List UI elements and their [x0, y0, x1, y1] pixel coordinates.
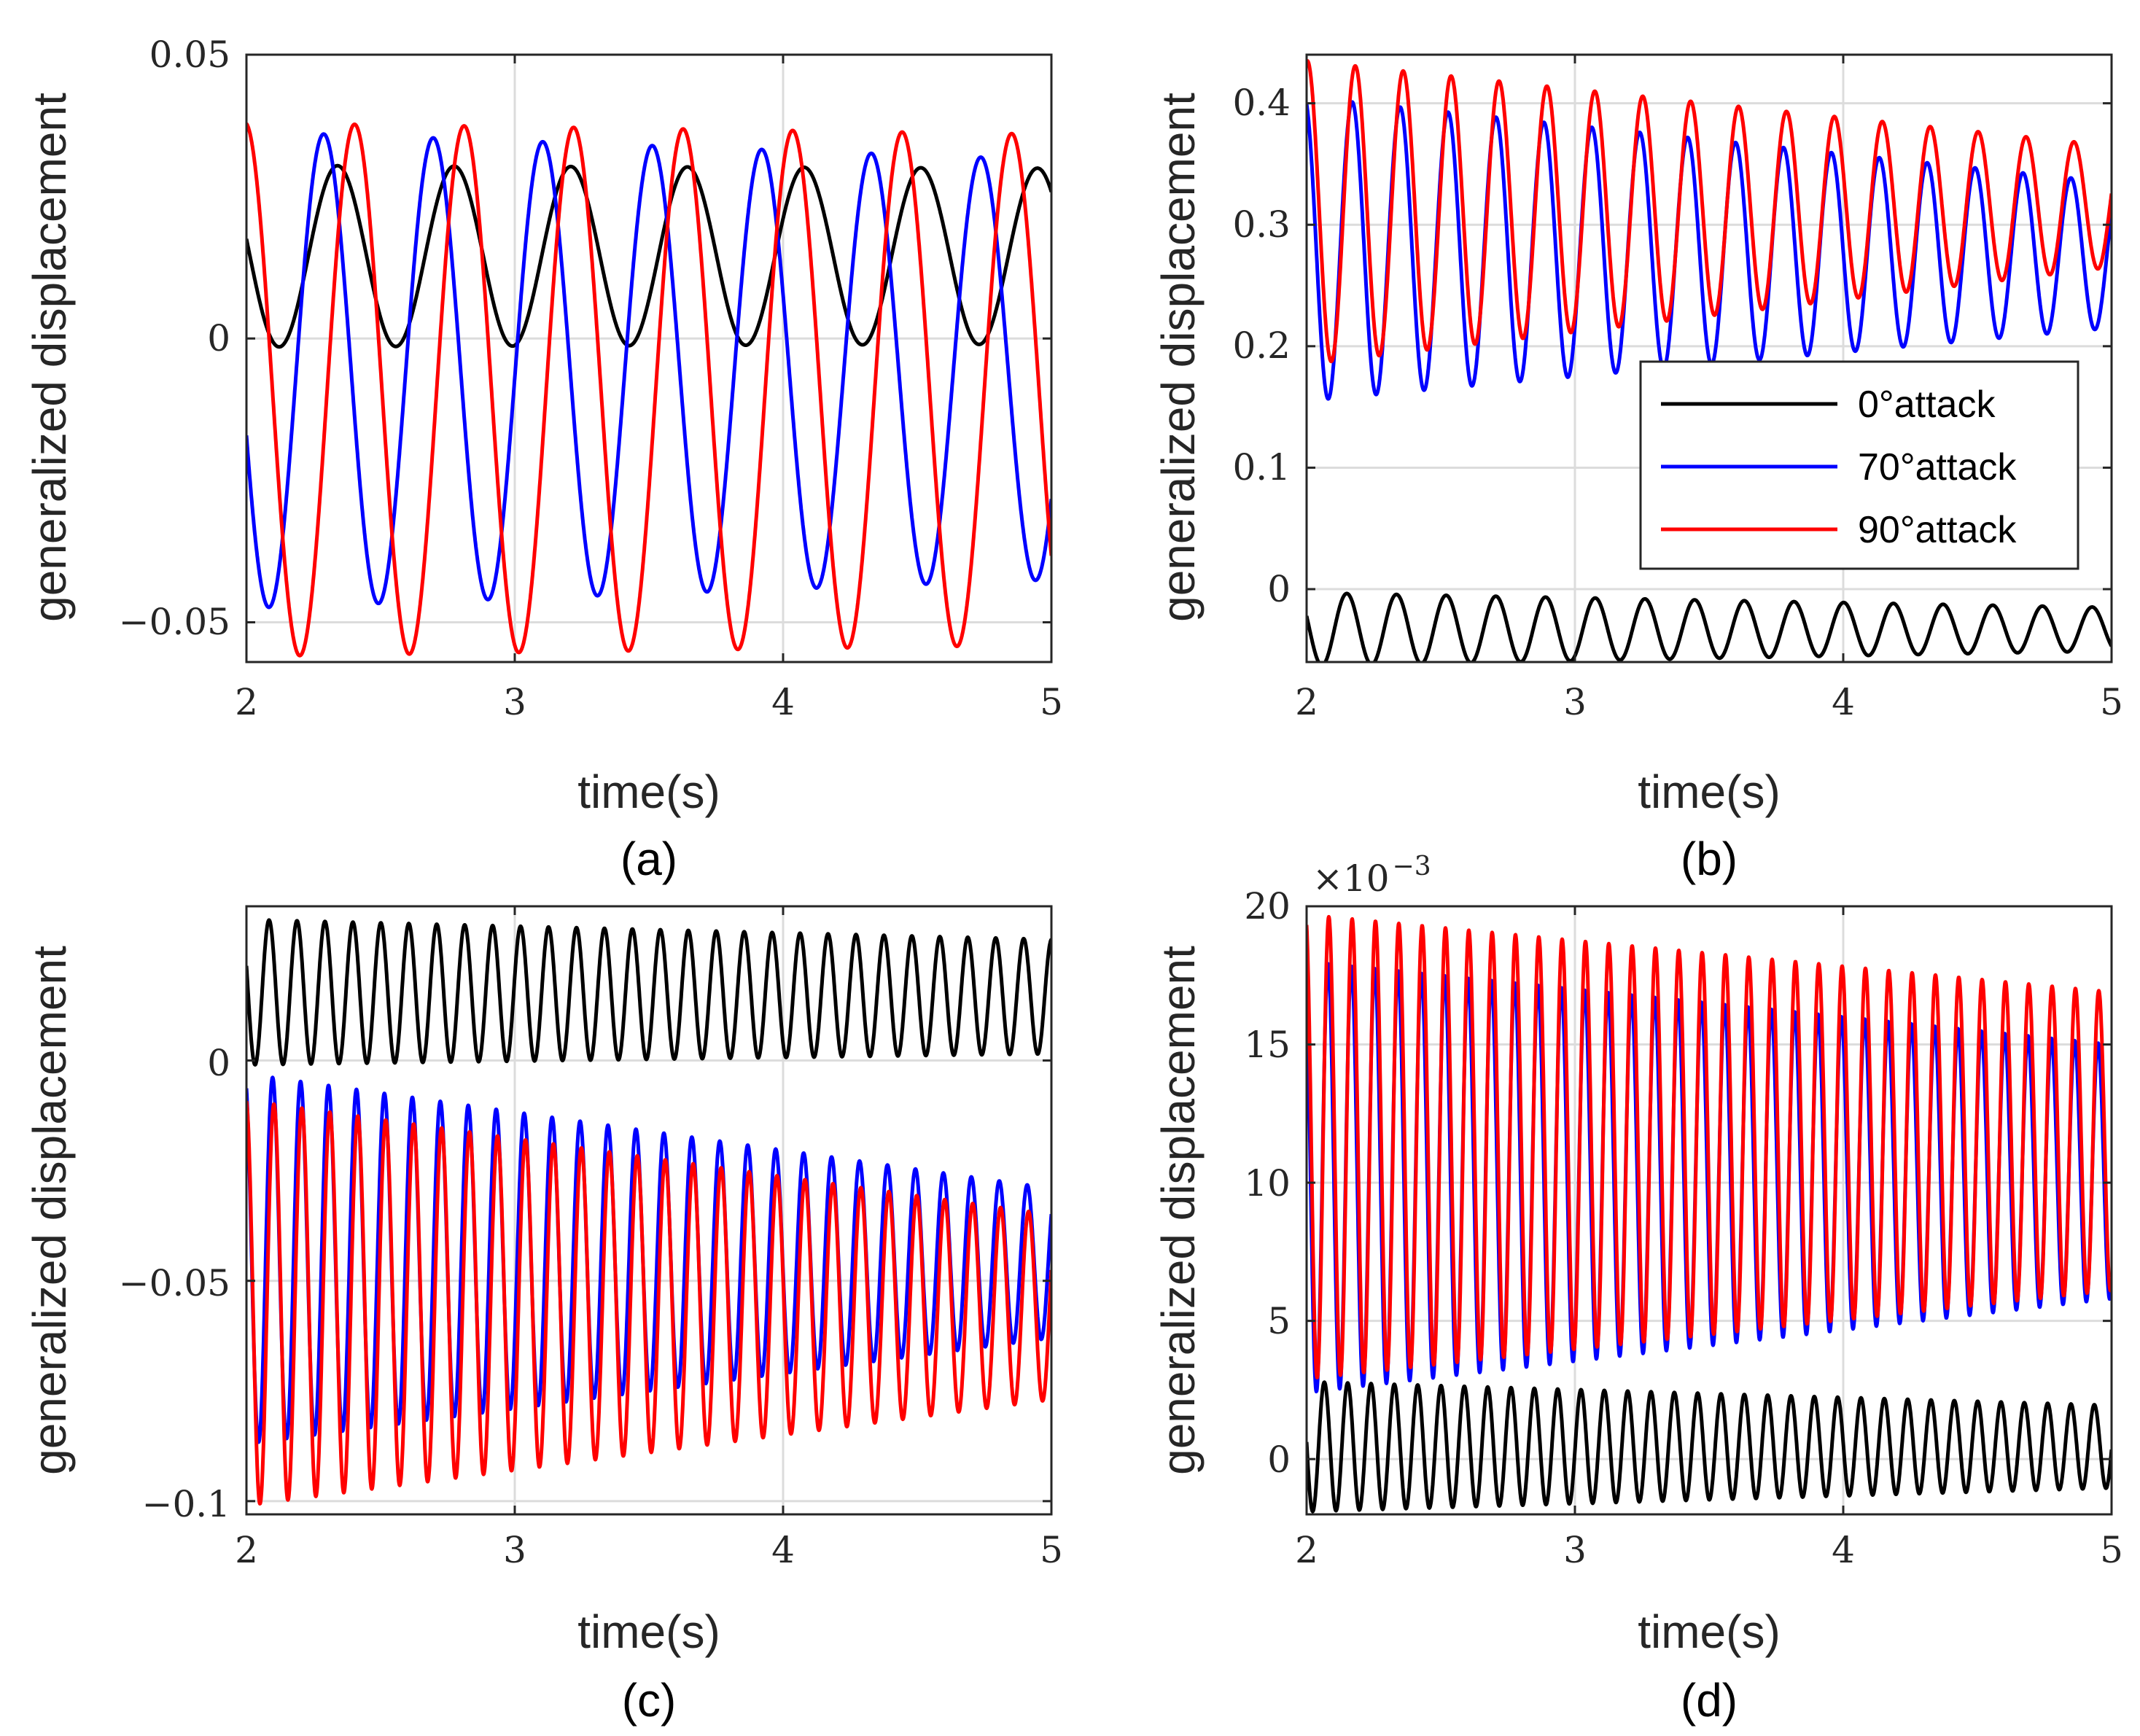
series-line-0attack [246, 918, 1051, 1067]
series-group-d [1307, 914, 2112, 1514]
series-group-b [1307, 58, 2112, 662]
xtick-label: 3 [503, 1529, 526, 1571]
ticks-c [245, 906, 1053, 1514]
legend-entry-70deg: 70°attack [1858, 446, 2017, 489]
xtick-label: 5 [2100, 681, 2123, 723]
xtick-label: 5 [1040, 681, 1063, 723]
x-axis-label: time(s) [577, 1605, 720, 1658]
ytick-label: 5 [1267, 1300, 1291, 1342]
axes-box-a [245, 53, 1053, 663]
xtick-label: 3 [1563, 681, 1587, 723]
x-axis-label: time(s) [577, 766, 720, 818]
panel-d: 2 3 4 5 0 5 10 15 20 ×10 −3 time(s) gene… [1152, 852, 2123, 1727]
series-line-0attack [1307, 1380, 2112, 1514]
ytick-label: −0.05 [119, 601, 230, 643]
xtick-label: 2 [1295, 681, 1318, 723]
panel-a: 2 3 4 5 −0.05 0 0.05 time(s) generalized… [23, 34, 1063, 885]
ytick-label: 20 [1244, 885, 1291, 927]
series-group-a [246, 122, 1051, 658]
exponent-label: ×10 −3 [1312, 852, 1431, 900]
ytick-label: 10 [1244, 1162, 1291, 1204]
ytick-label: 0.05 [149, 34, 230, 76]
ticks-b [1305, 55, 2113, 662]
x-axis-label: time(s) [1638, 766, 1781, 818]
axes-box-d [1305, 905, 2113, 1516]
ytick-label: 0 [1267, 1439, 1291, 1481]
y-axis-label: generalized displacement [23, 93, 76, 622]
xtick-label: 3 [1563, 1529, 1587, 1571]
series-line-90attack [1307, 58, 2112, 364]
exponent-base: ×10 [1312, 857, 1390, 900]
xtick-label: 2 [1295, 1529, 1318, 1571]
ytick-label: 0.3 [1232, 203, 1291, 246]
panel-b: 2 3 4 5 0 0.1 0.2 0.3 0.4 time(s) genera… [1152, 53, 2123, 885]
series-line-90attack [246, 122, 1051, 658]
xtick-label: 4 [1832, 681, 1855, 723]
legend-entry-0deg: 0°attack [1858, 384, 1996, 426]
xtick-label: 2 [235, 681, 258, 723]
x-axis-label: time(s) [1638, 1605, 1781, 1658]
legend-entry-90deg: 90°attack [1858, 509, 2017, 551]
panel-c: 2 3 4 5 −0.1 −0.05 0 time(s) generalized… [23, 905, 1063, 1727]
series-line-90attack [246, 1100, 1051, 1506]
series-line-70attack [246, 132, 1051, 610]
series-line-90attack [1307, 914, 2112, 1379]
ytick-label: −0.05 [119, 1262, 230, 1304]
series-line-70attack [1307, 100, 2112, 401]
exponent-power: −3 [1393, 852, 1431, 881]
ytick-label: 0.4 [1232, 82, 1291, 124]
y-axis-label: generalized displacement [1152, 93, 1205, 622]
series-line-70attack [246, 1075, 1051, 1444]
axes-box-c [245, 905, 1053, 1516]
xtick-label: 4 [771, 681, 795, 723]
axes-box-b [1305, 53, 2113, 663]
y-axis-label: generalized displacement [23, 946, 76, 1475]
panel-label-d: (d) [1681, 1674, 1738, 1727]
panel-label-b: (b) [1681, 833, 1738, 885]
panel-label-a: (a) [620, 833, 677, 885]
legend: 0°attack 70°attack 90°attack [1639, 360, 2079, 570]
panel-label-c: (c) [622, 1674, 677, 1727]
xtick-label: 4 [771, 1529, 795, 1571]
ytick-label: 0.2 [1232, 324, 1291, 367]
ytick-label: 0 [207, 1042, 230, 1084]
y-axis-label: generalized displacement [1152, 946, 1205, 1475]
xtick-label: 4 [1832, 1529, 1855, 1571]
xtick-label: 5 [1040, 1529, 1063, 1571]
xtick-label: 3 [503, 681, 526, 723]
ticks-d [1305, 905, 2113, 1514]
ytick-label: 0.1 [1232, 446, 1291, 489]
xtick-label: 5 [2100, 1529, 2123, 1571]
series-line-0attack [246, 163, 1051, 349]
ticks-a [245, 53, 1053, 662]
series-line-0attack [1307, 591, 2112, 662]
ytick-label: −0.1 [142, 1483, 230, 1525]
series-group-c [246, 918, 1051, 1506]
xtick-label: 2 [235, 1529, 258, 1571]
ytick-label: 0 [207, 317, 230, 359]
ytick-label: 15 [1244, 1024, 1291, 1066]
ytick-label: 0 [1267, 568, 1291, 610]
